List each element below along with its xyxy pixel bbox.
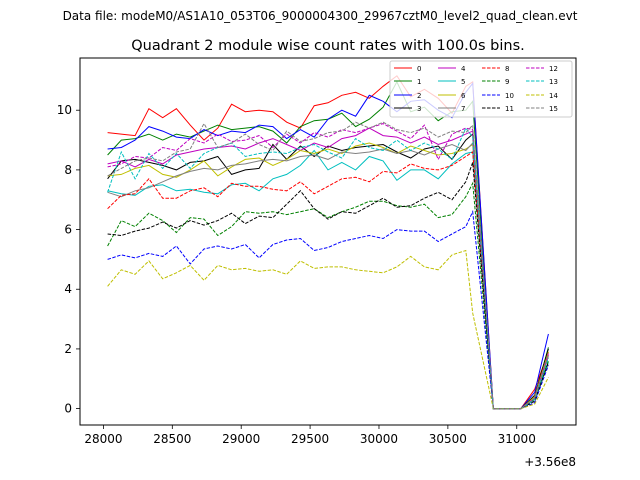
series-line-13 [107,127,549,410]
series-line-5 [107,149,549,410]
series-line-15 [107,121,549,410]
series-line-4 [107,127,549,410]
legend-label-6: 6 [461,92,466,100]
legend-label-12: 12 [549,65,558,73]
series-line-8 [107,151,549,410]
y-axis: 0 2 4 6 8 10 [57,103,80,416]
legend-label-8: 8 [505,65,509,73]
series-line-11 [107,162,549,410]
x-axis: 28000 28500 29000 29500 30000 30500 31000 [84,425,536,446]
legend-label-0: 0 [417,65,421,73]
y-tick-label: 6 [64,223,72,237]
legend-label-4: 4 [461,65,466,73]
plot-lines [107,75,549,410]
y-tick-label: 0 [64,402,72,416]
legend-label-14: 14 [549,92,558,100]
series-line-3 [107,133,549,410]
series-line-12 [107,123,549,410]
legend-label-15: 15 [549,105,558,113]
legend-label-7: 7 [461,105,465,113]
x-tick-label: 29000 [222,432,260,446]
y-tick-label: 2 [64,342,72,356]
y-tick-label: 4 [64,282,72,296]
y-tick-label: 8 [64,163,72,177]
x-tick-label: 28000 [84,432,122,446]
chart-title: Quadrant 2 module wise count rates with … [131,38,525,54]
legend-label-11: 11 [505,105,514,113]
series-line-9 [107,181,549,410]
series-line-14 [107,249,549,410]
x-tick-label: 28500 [153,432,191,446]
legend-label-3: 3 [417,105,421,113]
legend-label-10: 10 [505,92,514,100]
axes-frame [79,57,577,426]
x-tick-label: 29500 [291,432,329,446]
legend-label-13: 13 [549,78,558,86]
series-line-10 [107,209,549,410]
x-tick-label: 31000 [498,432,536,446]
series-line-7 [107,141,549,410]
datafile-label: Data file: modeM0/AS1A10_053T06_90000043… [63,9,578,23]
y-tick-label: 10 [57,103,72,117]
x-tick-label: 30000 [360,432,398,446]
x-tick-label: 30500 [429,432,467,446]
x-offset-label: +3.56e8 [524,455,576,469]
legend-label-5: 5 [461,78,465,86]
legend-label-9: 9 [505,78,509,86]
legend-label-1: 1 [417,78,421,86]
legend-label-2: 2 [417,92,421,100]
legend-box [389,60,573,118]
